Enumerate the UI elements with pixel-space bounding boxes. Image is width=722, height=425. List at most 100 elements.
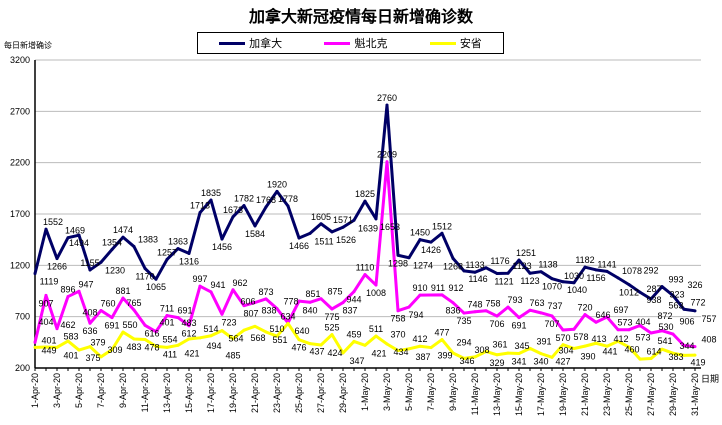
data-point — [495, 314, 499, 318]
data-label: 1230 — [105, 265, 125, 275]
data-point — [33, 272, 37, 276]
x-tick-label: 1-Apr-20 — [30, 373, 40, 408]
data-label: 1920 — [267, 179, 287, 189]
data-label: 757 — [701, 314, 716, 324]
data-point — [429, 240, 433, 244]
legend-swatch — [219, 41, 246, 45]
data-label: 1426 — [421, 245, 441, 255]
data-label: 1268 — [443, 261, 463, 271]
data-point — [242, 304, 246, 308]
data-label: 563 — [668, 301, 683, 311]
data-label: 370 — [390, 330, 405, 340]
data-label: 1123 — [512, 261, 531, 271]
data-point — [682, 353, 686, 357]
data-label: 1511 — [314, 236, 333, 246]
data-point — [264, 297, 268, 301]
data-label: 765 — [126, 298, 141, 308]
data-point — [253, 300, 257, 304]
data-label: 308 — [474, 345, 489, 355]
data-point — [451, 351, 455, 355]
data-label: 697 — [613, 305, 628, 315]
data-point — [528, 346, 532, 350]
x-tick-label: 5-May-20 — [404, 373, 414, 411]
data-point — [539, 311, 543, 315]
y-tick-label: 200 — [15, 363, 30, 373]
data-label: 907 — [38, 298, 53, 308]
data-point — [385, 342, 389, 346]
data-label: 411 — [163, 349, 177, 359]
data-point — [264, 330, 268, 334]
chart-title: 加拿大新冠疫情每日新增确诊数 — [248, 7, 473, 26]
data-point — [374, 334, 378, 338]
data-point — [407, 347, 411, 351]
data-point — [583, 344, 587, 348]
data-point — [682, 344, 686, 348]
data-point — [143, 266, 147, 270]
x-tick-label: 11-May-20 — [470, 373, 480, 415]
data-label: 541 — [657, 336, 672, 346]
data-label: 421 — [371, 348, 386, 358]
data-point — [440, 293, 444, 297]
data-label: 568 — [250, 333, 265, 343]
data-point — [286, 204, 290, 208]
data-point — [319, 222, 323, 226]
data-label: 287 — [646, 284, 661, 294]
data-label: 640 — [294, 326, 309, 336]
data-label: 911 — [431, 283, 445, 293]
data-label: 361 — [492, 339, 507, 349]
data-label: 1639 — [358, 223, 378, 233]
data-label: 737 — [547, 301, 562, 311]
data-point — [462, 311, 466, 315]
data-point — [44, 345, 48, 349]
data-point — [209, 198, 213, 202]
data-point — [242, 328, 246, 332]
x-tick-label: 19-Apr-20 — [228, 373, 238, 413]
data-label: 997 — [192, 274, 207, 284]
data-point — [506, 271, 510, 275]
data-label: 691 — [104, 321, 119, 331]
data-label: 944 — [346, 295, 361, 305]
data-point — [55, 327, 59, 331]
data-point — [473, 355, 477, 359]
data-label: 1825 — [355, 189, 375, 199]
data-label: 1040 — [567, 285, 587, 295]
data-point — [693, 353, 697, 357]
data-label: 1008 — [366, 288, 386, 298]
data-point — [176, 316, 180, 320]
data-label: 476 — [291, 343, 306, 353]
data-label: 573 — [617, 318, 632, 328]
data-label: 408 — [82, 308, 97, 318]
data-label: 427 — [555, 357, 570, 367]
x-tick-label: 25-Apr-20 — [294, 373, 304, 413]
data-label: 391 — [536, 336, 551, 346]
data-point — [154, 277, 158, 281]
legend-label: 安省 — [459, 37, 482, 50]
data-label: 1526 — [336, 235, 356, 245]
data-label: 460 — [624, 344, 639, 354]
x-tick-label: 17-May-20 — [536, 373, 546, 416]
data-label: 763 — [529, 298, 544, 308]
legend-swatch — [324, 41, 351, 45]
data-point — [638, 323, 642, 327]
data-label: 612 — [181, 329, 196, 339]
data-point — [319, 343, 323, 347]
data-point — [187, 324, 191, 328]
data-label: 1070 — [542, 282, 562, 292]
data-label: 434 — [393, 347, 408, 357]
data-label: 1512 — [432, 221, 452, 231]
data-label: 477 — [434, 328, 449, 338]
data-point — [308, 300, 312, 304]
data-label: 485 — [225, 351, 240, 361]
data-label: 1494 — [69, 238, 89, 248]
data-label: 1123 — [520, 276, 539, 286]
data-point — [132, 337, 136, 341]
data-point — [385, 160, 389, 164]
data-point — [517, 258, 521, 262]
data-label: 347 — [349, 356, 364, 366]
data-label: 1584 — [245, 229, 265, 239]
data-label: 404 — [635, 317, 650, 327]
data-point — [99, 309, 103, 313]
data-label: 778 — [283, 297, 298, 307]
data-point — [506, 351, 510, 355]
data-point — [33, 345, 37, 349]
